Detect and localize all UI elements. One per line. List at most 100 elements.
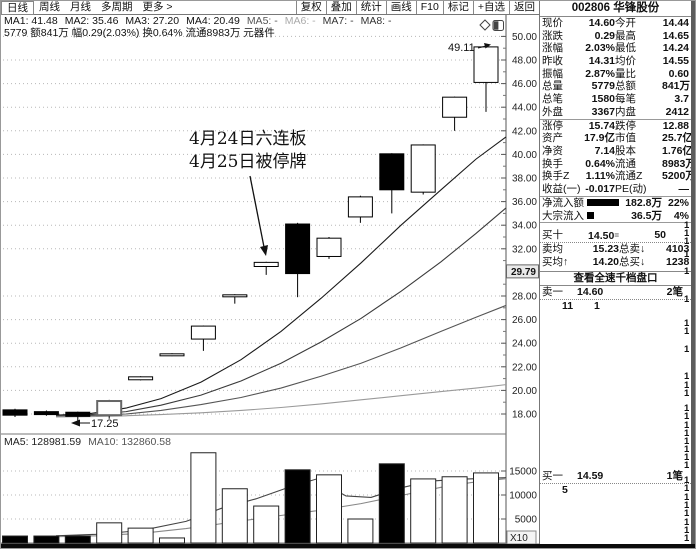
menu-button-F10[interactable]: F10: [415, 1, 443, 14]
edge-tick: 1: [684, 228, 690, 239]
money-flow-section: 净流入额 182.8万 22% 大宗流入 36.5万 4%: [540, 197, 691, 222]
sell1-label: 卖一: [542, 286, 563, 298]
flow-label: 净流入额: [542, 197, 584, 210]
volume-axis-label: 10000: [509, 491, 537, 502]
candle[interactable]: [442, 96, 468, 118]
quote-label: 资产: [542, 132, 563, 145]
edge-tick: 1: [684, 452, 690, 463]
volume-ma-line-MA5: [55, 477, 507, 537]
price-axis-label: 34.00: [512, 221, 537, 232]
quote-row: 昨收 14.31 均价 14.55: [540, 55, 691, 68]
edge-tick: 1: [684, 428, 690, 439]
candle[interactable]: [2, 409, 28, 416]
candle[interactable]: [473, 46, 499, 83]
volume-bar: [316, 474, 342, 544]
diamond-marker-icon[interactable]: [479, 19, 491, 31]
depth-label: 总卖↓: [619, 243, 646, 255]
quote-value: 0.60: [668, 67, 689, 80]
depth-label: 买均↑: [542, 256, 569, 268]
ma-line-MA3: [55, 304, 507, 417]
info-segment: MA5: -: [246, 15, 278, 27]
quote-value: 3.7: [674, 93, 689, 106]
stock-title: 002806 华锋股份: [540, 1, 691, 17]
quote-row: 总量 5779 总额 841万: [540, 80, 691, 93]
annotation-arrow-line: [249, 175, 265, 248]
candle[interactable]: [65, 411, 91, 417]
edge-tick: 1: [684, 294, 690, 305]
quote-label: 总量: [542, 80, 563, 93]
tab-周线[interactable]: 周线: [39, 0, 60, 13]
edge-tick: 1: [684, 444, 690, 455]
depth-value: 50: [654, 229, 666, 241]
quote-label: 均价: [615, 55, 636, 68]
candle[interactable]: [190, 325, 216, 340]
price-axis-label: 20.00: [512, 386, 537, 397]
info-segment: MA2: 35.46: [64, 15, 119, 27]
volume-bar: [284, 469, 311, 544]
menu-button-复权[interactable]: 复权: [295, 1, 326, 14]
tab-多周期[interactable]: 多周期: [101, 0, 133, 13]
quote-row: 总笔 1580 每笔 3.7: [540, 93, 691, 106]
quote-value: 3367: [591, 105, 615, 118]
candle[interactable]: [347, 196, 373, 218]
candle[interactable]: [410, 144, 436, 193]
quote-label: 昨收: [542, 55, 563, 68]
volume-unit-label: X10: [510, 533, 528, 544]
info-segment: 5779 额841万 幅0.29(2.03%) 换0.64% 流通8983万 元…: [4, 26, 275, 39]
quote-label: 今开: [615, 17, 636, 29]
edge-tick: 1: [684, 403, 690, 414]
tab-月线[interactable]: 月线: [70, 0, 91, 13]
quote-label: 现价: [542, 17, 563, 29]
quote-value: 2.03%: [585, 42, 615, 55]
sell1-price: 14.60: [577, 286, 604, 298]
menu-button-标记[interactable]: 标记: [442, 1, 473, 14]
quote-label: 流通: [615, 157, 636, 170]
volume-axis-label: 15000: [509, 467, 537, 478]
candle[interactable]: [128, 376, 154, 381]
edge-tick: 1: [684, 500, 690, 511]
quote-value: 8983万: [662, 157, 696, 170]
candle[interactable]: [96, 400, 123, 417]
tab-日线[interactable]: 日线: [1, 1, 34, 15]
price-axis-label: 44.00: [512, 103, 537, 114]
flow-percent: 4%: [673, 209, 689, 222]
price-axis-label: 40.00: [512, 150, 537, 161]
window-right-border: [691, 1, 695, 548]
quote-label: 股本: [615, 144, 636, 157]
quote-label: PE(动): [615, 182, 647, 195]
quote-value: 841万: [662, 80, 691, 93]
edge-tick: 1: [684, 460, 690, 471]
main-chart[interactable]: 50.00 48.00 46.00 44.00 42.00 40.00 38.00 36.00…: [1, 1, 539, 549]
flow-value: 36.5万: [631, 210, 662, 223]
candle[interactable]: [285, 223, 311, 275]
quote-value: 14.55: [662, 55, 689, 68]
menu-button-返回[interactable]: 返回: [509, 1, 539, 14]
quote-value: 14.65: [662, 29, 689, 42]
tab-更多 >[interactable]: 更多 >: [142, 0, 173, 13]
annotation-note-line1: 4月24日六连板: [189, 129, 306, 149]
edge-tick: 1: [684, 492, 690, 503]
annotation-note-line2: 4月25日被停牌: [189, 152, 306, 172]
panel-divider: [540, 222, 691, 223]
depth-value: 1238: [666, 256, 690, 268]
menu-button-叠加[interactable]: 叠加: [325, 1, 356, 14]
candle[interactable]: [222, 294, 248, 298]
full-depth-link[interactable]: 查看全速千档盘口: [540, 271, 691, 286]
candle[interactable]: [159, 353, 185, 357]
candle[interactable]: [33, 411, 59, 416]
menu-button-画线[interactable]: 画线: [385, 1, 416, 14]
candle[interactable]: [379, 153, 405, 191]
depth-value: 14.50=: [588, 230, 619, 242]
low-label-arrow-head: [71, 419, 80, 427]
quote-label: 最高: [615, 29, 636, 42]
quote-row: 净资 7.14 股本 1.76亿: [540, 144, 693, 158]
candle[interactable]: [316, 237, 342, 257]
edge-tick: 1: [684, 508, 690, 519]
menu-button-统计[interactable]: 统计: [355, 1, 386, 14]
menu-button-+自选[interactable]: +自选: [472, 1, 509, 14]
edge-tick: 1: [684, 249, 690, 260]
depth-value: 14.20: [592, 256, 619, 268]
depth-label: 买十: [542, 229, 563, 241]
candle[interactable]: [253, 261, 279, 267]
buy1-detail-1: 5: [562, 483, 568, 496]
